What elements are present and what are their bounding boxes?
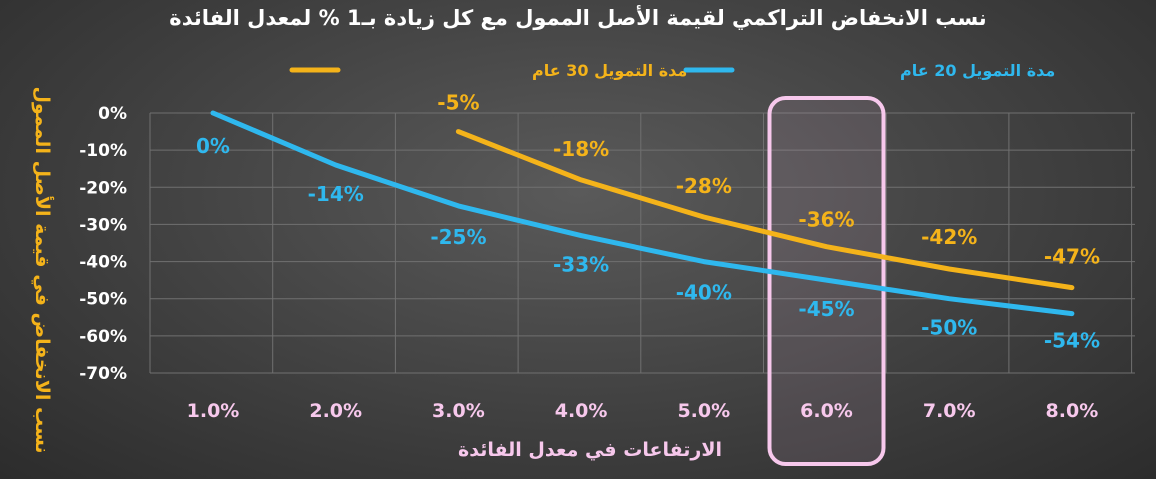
x-tick-label: 7.0% — [923, 400, 976, 422]
data-label-1: -33% — [553, 253, 609, 277]
data-label-0: -5% — [437, 91, 479, 115]
x-tick-label: 4.0% — [555, 400, 608, 422]
data-label-1: -54% — [1044, 329, 1100, 353]
data-label-0: -47% — [1044, 245, 1100, 269]
series-layer — [210, 110, 1075, 317]
x-tick-label: 3.0% — [432, 400, 485, 422]
data-labels: -5% -18% -28% -36% -42% -47% 0% -14% -25% -33% -40… — [196, 91, 1100, 353]
y-tick-label: -30% — [79, 215, 127, 235]
data-label-0: -18% — [553, 137, 609, 161]
y-tick-label: -40% — [79, 253, 127, 273]
legend-item-20: مدة التمويل 20 عام — [683, 61, 1055, 80]
data-label-1: -50% — [921, 316, 977, 340]
y-tick-label: 0% — [98, 104, 127, 124]
x-tick-label: 1.0% — [187, 400, 240, 422]
x-tick-label: 5.0% — [677, 400, 730, 422]
chart-title: نسب الانخفاض التراكمي لقيمة الأصل الممول… — [169, 4, 986, 30]
legend-label-20: مدة التمويل 20 عام — [900, 61, 1055, 80]
y-axis-label: نسب الانخفاض في قيمة الأصل الممول — [31, 86, 54, 453]
series-line-0 — [455, 129, 1075, 291]
data-label-1: -45% — [798, 297, 854, 321]
x-tick-label: 2.0% — [309, 400, 362, 422]
legend-label-30: مدة التمويل 30 عام — [532, 61, 687, 80]
y-tick-label: -70% — [79, 364, 127, 384]
grid — [149, 112, 1135, 374]
data-label-0: -36% — [798, 208, 854, 232]
data-label-1: -14% — [308, 182, 364, 206]
y-tick-label: -10% — [79, 141, 127, 161]
data-label-1: -25% — [430, 225, 486, 249]
x-axis-label: الارتفاعات في معدل الفائدة — [458, 439, 722, 461]
x-tick-label: 6.0% — [800, 400, 853, 422]
x-tick-label: 8.0% — [1046, 400, 1099, 422]
legend-item-30: مدة التمويل 30 عام — [289, 61, 687, 80]
data-label-1: -40% — [676, 281, 732, 305]
ticks: 0% -10% -20% -30% -40% -50% -60% -70% 1.0% 2.0% 3.… — [79, 104, 1098, 422]
data-label-0: -28% — [676, 174, 732, 198]
data-label-1: 0% — [196, 134, 230, 158]
y-tick-label: -50% — [79, 290, 127, 310]
series-line-1 — [210, 110, 1075, 317]
legend: مدة التمويل 30 عام مدة التمويل 20 عام — [289, 61, 1055, 80]
y-tick-label: -20% — [79, 178, 127, 198]
y-tick-label: -60% — [79, 327, 127, 347]
data-label-0: -42% — [921, 225, 977, 249]
